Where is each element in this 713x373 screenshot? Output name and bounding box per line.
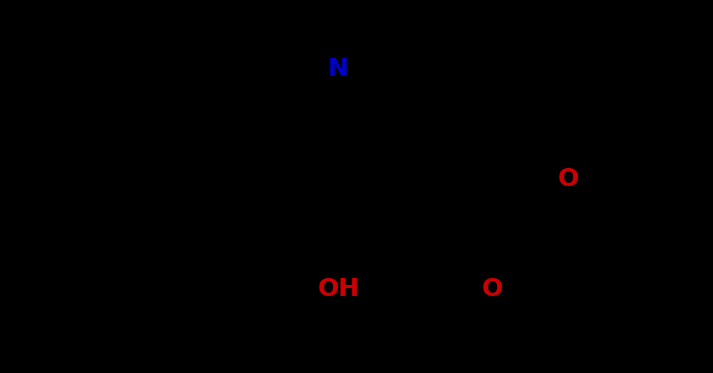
Text: OH: OH — [317, 277, 360, 301]
Text: O: O — [558, 167, 579, 191]
Text: O: O — [481, 277, 503, 301]
Text: N: N — [328, 57, 349, 81]
